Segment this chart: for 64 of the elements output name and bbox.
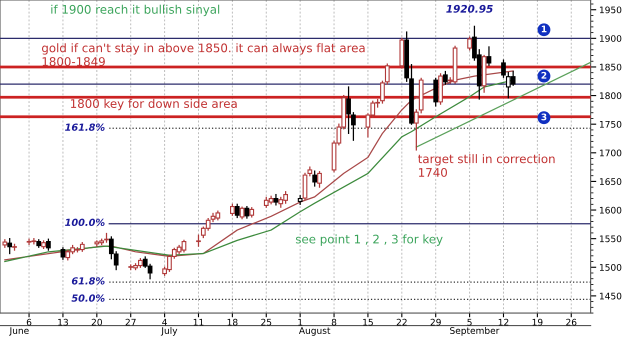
annotation: 50.0% <box>72 294 105 302</box>
x-tick-label: 26 <box>566 318 576 326</box>
x-tick-label: 27 <box>126 318 136 326</box>
x-tick-label: 4 <box>162 318 167 326</box>
x-tick-label: 19 <box>532 318 542 326</box>
annotation: 1 <box>542 26 546 32</box>
x2-tick-label: June <box>9 327 29 336</box>
y-tick-label: 1900 <box>600 35 622 42</box>
candlestick <box>60 247 66 260</box>
candlestick <box>433 78 438 106</box>
x2-tick-label: August <box>298 327 330 336</box>
x-tick-label: 8 <box>332 318 336 326</box>
candlestick <box>443 70 448 85</box>
candlestick <box>7 238 12 254</box>
y-tick-label: 1450 <box>600 292 622 300</box>
y-tick-label: 1850 <box>600 64 622 71</box>
x-tick-label: 13 <box>58 318 68 326</box>
candlestick <box>244 206 250 219</box>
candlestick <box>486 46 492 66</box>
x-tick-label: 11 <box>194 318 204 326</box>
candlestick <box>46 238 51 251</box>
candlestick <box>240 206 244 220</box>
y-tick-label: 1600 <box>600 206 622 214</box>
annotation: 100.0% <box>65 218 105 226</box>
candlestick <box>351 112 356 141</box>
candlestick <box>196 234 201 247</box>
y-tick-label: 1550 <box>600 235 622 242</box>
candlestick <box>317 171 322 188</box>
x2-tick-label: July <box>160 326 178 336</box>
annotation: 1800 key for down side area <box>70 98 237 110</box>
annotation: see point 1 , 2 , 3 for key <box>296 234 443 246</box>
x-tick-label: 1 <box>298 318 302 326</box>
annotation: target still in correction 1740 <box>418 154 555 177</box>
candlestick <box>234 204 240 218</box>
annotation: if 1900 reach it bullish sinyal <box>51 4 220 16</box>
candlestick <box>274 194 278 206</box>
annotation: 1920.95 <box>446 4 493 13</box>
x-tick-label: 6 <box>26 318 32 326</box>
y-tick-label: 1650 <box>600 178 622 185</box>
x2-tick-label: September <box>450 326 500 336</box>
y-tick-label: 1700 <box>600 150 622 156</box>
annotation: 3 <box>541 114 546 120</box>
x-tick-label: 18 <box>228 318 238 326</box>
y-tick-label: 1750 <box>600 120 622 128</box>
candlestick <box>414 109 419 151</box>
annotation: 161.8% <box>65 124 105 131</box>
x-tick-label: 20 <box>92 318 102 326</box>
annotation: 61.8% <box>72 277 105 285</box>
candlestick <box>346 86 351 134</box>
x-tick-label: 25 <box>261 318 272 326</box>
annotation: 2 <box>542 72 546 79</box>
candlestick <box>230 204 235 216</box>
x-tick-label: 5 <box>467 318 472 326</box>
y-tick-label: 1500 <box>600 264 622 271</box>
annotation: gold if can't stay in above 1850. it can always flat area 1800-1849 <box>42 43 365 66</box>
x-tick-label: 15 <box>363 318 373 326</box>
y-tick-label: 1950 <box>600 6 622 14</box>
x-tick-label: 22 <box>396 318 407 326</box>
x-tick-label: 12 <box>498 318 508 326</box>
candlestick <box>467 36 472 50</box>
candlestick <box>249 207 254 218</box>
candlestick <box>312 170 318 187</box>
x-tick-label: 29 <box>430 318 441 326</box>
y-tick-label: 1800 <box>600 92 622 100</box>
